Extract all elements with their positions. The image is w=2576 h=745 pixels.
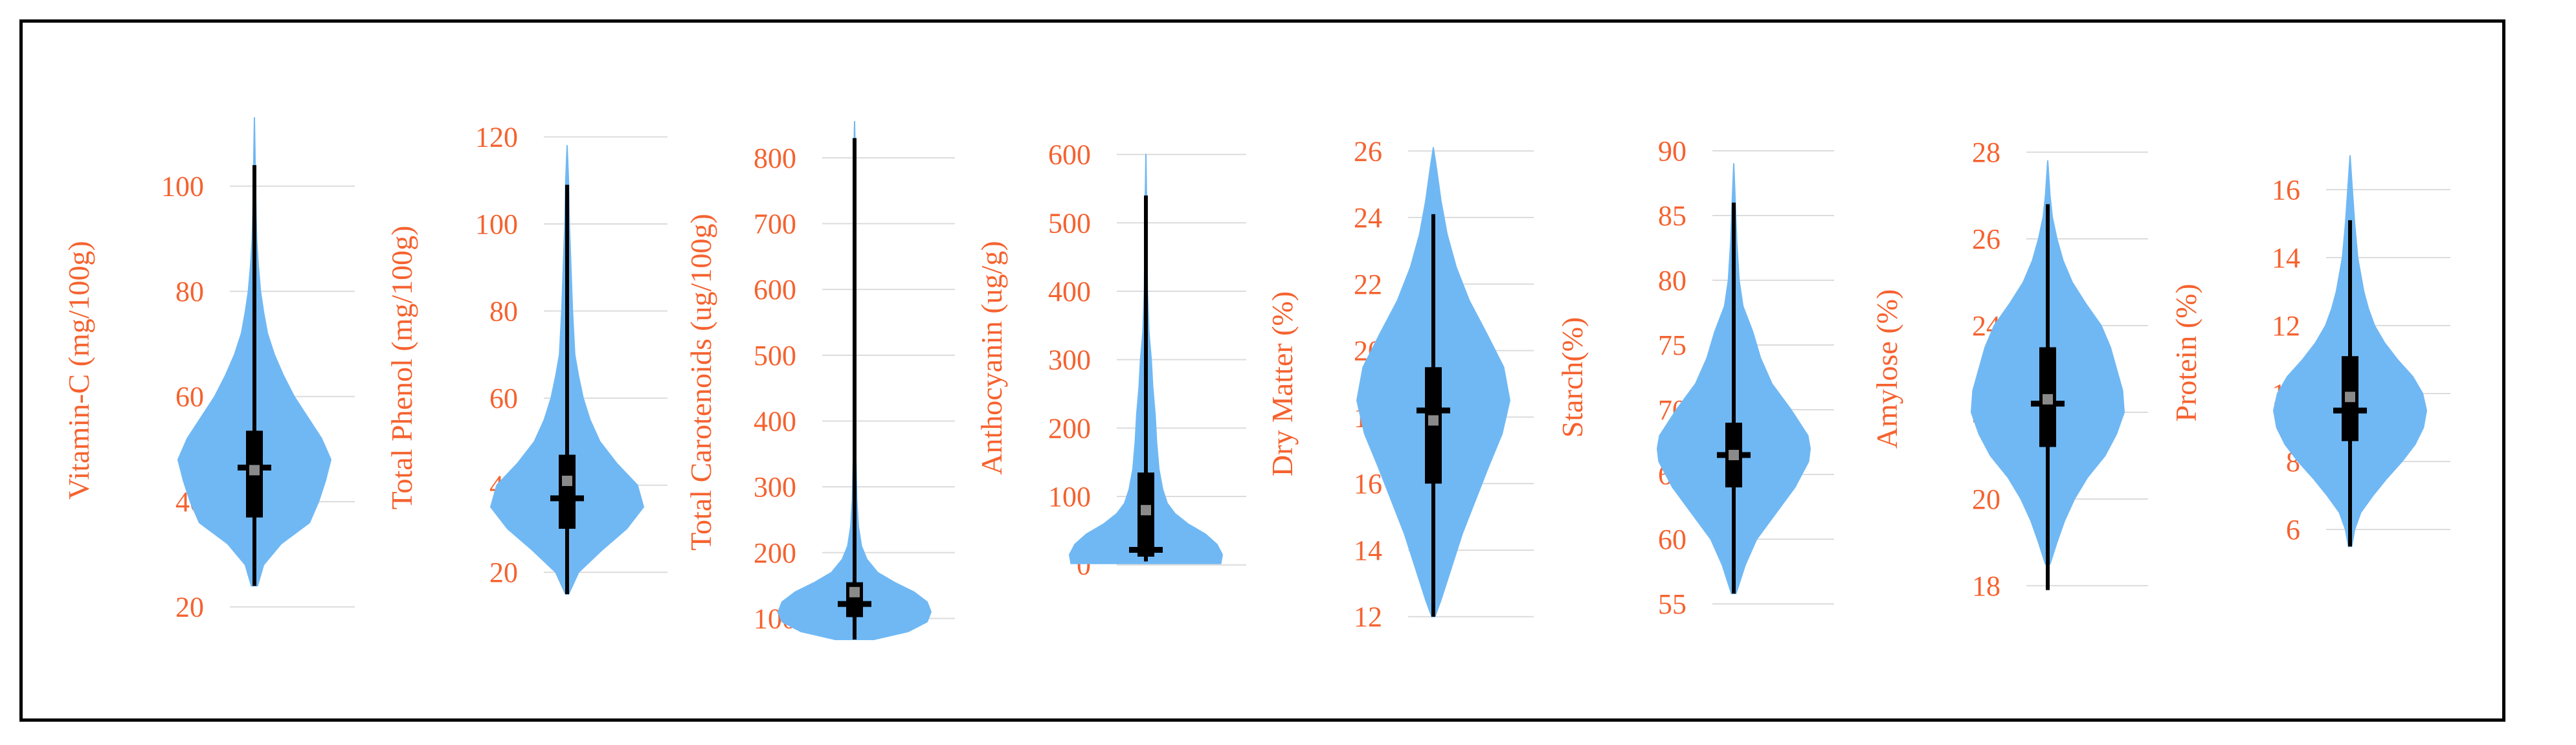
axis-title: Amylose (%) [1870,289,1903,449]
tick-label: 300 [754,471,796,503]
tick-label: 55 [1658,588,1686,620]
axis-title: Total Phenol (mg/100g) [385,226,418,510]
mean-marker [2043,394,2053,405]
tick-label: 600 [1048,139,1091,171]
tick-label: 100 [475,208,518,240]
violin-panel-8: 6810121416Protein (%) [2169,155,2450,548]
axis-title: Dry Matter (%) [1266,291,1299,476]
mean-marker [849,586,860,597]
tick-label: 16 [1354,468,1382,500]
tick-label: 85 [1658,200,1686,232]
tick-label: 6 [2286,514,2300,546]
tick-label: 500 [754,340,796,372]
tick-label: 60 [489,383,518,414]
mean-marker [249,465,260,476]
tick-label: 80 [175,276,204,307]
tick-label: 28 [1972,137,2000,168]
tick-label: 16 [2272,174,2300,206]
mean-marker [1141,505,1151,516]
tick-label: 200 [1048,412,1091,444]
tick-label: 24 [1354,202,1382,234]
tick-label: 100 [1048,481,1091,513]
axis-title: Starch(%) [1556,317,1589,438]
axis-title: Vitamin-C (mg/100g) [62,241,95,500]
tick-label: 500 [1048,207,1091,239]
tick-label: 18 [1972,570,2000,602]
tick-label: 14 [2272,242,2300,274]
tick-label: 12 [1354,601,1382,633]
axis-title: Total Carotenoids (ug/100g) [684,214,717,551]
violin-panel-2: 20406080100120Total Phenol (mg/100g) [385,121,667,595]
tick-label: 60 [175,381,204,413]
tick-label: 80 [489,296,518,328]
tick-label: 90 [1658,135,1686,167]
tick-label: 120 [475,121,518,153]
tick-label: 200 [754,537,796,569]
tick-label: 300 [1048,344,1091,376]
tick-label: 800 [754,142,796,174]
violin-panel-5: 1214161820222426Dry Matter (%) [1266,135,1534,633]
tick-label: 400 [754,405,796,437]
tick-label: 26 [1972,223,2000,255]
mean-marker [1428,415,1439,426]
tick-label: 80 [1658,265,1686,296]
tick-label: 75 [1658,329,1686,361]
axis-title: Anthocyanin (ug/g) [975,241,1008,475]
mean-marker [2345,392,2355,403]
tick-label: 400 [1048,276,1091,307]
tick-label: 60 [1658,524,1686,555]
tick-label: 20 [489,557,518,588]
tick-label: 22 [1354,269,1382,300]
axis-title: Protein (%) [2169,284,2202,421]
tick-label: 12 [2272,310,2300,342]
iqr-box [559,454,576,529]
tick-label: 100 [161,171,204,203]
tick-label: 600 [754,274,796,306]
tick-label: 14 [1354,535,1382,566]
violin-panel-6: 5560657075808590Starch(%) [1556,135,1834,620]
tick-label: 700 [754,208,796,239]
mean-marker [1729,450,1739,460]
tick-label: 20 [1972,484,2000,515]
mean-marker [562,475,572,486]
tick-label: 26 [1354,135,1382,167]
violin-panel-7: 182022242628Amylose (%) [1870,137,2148,602]
tick-label: 20 [175,592,204,623]
